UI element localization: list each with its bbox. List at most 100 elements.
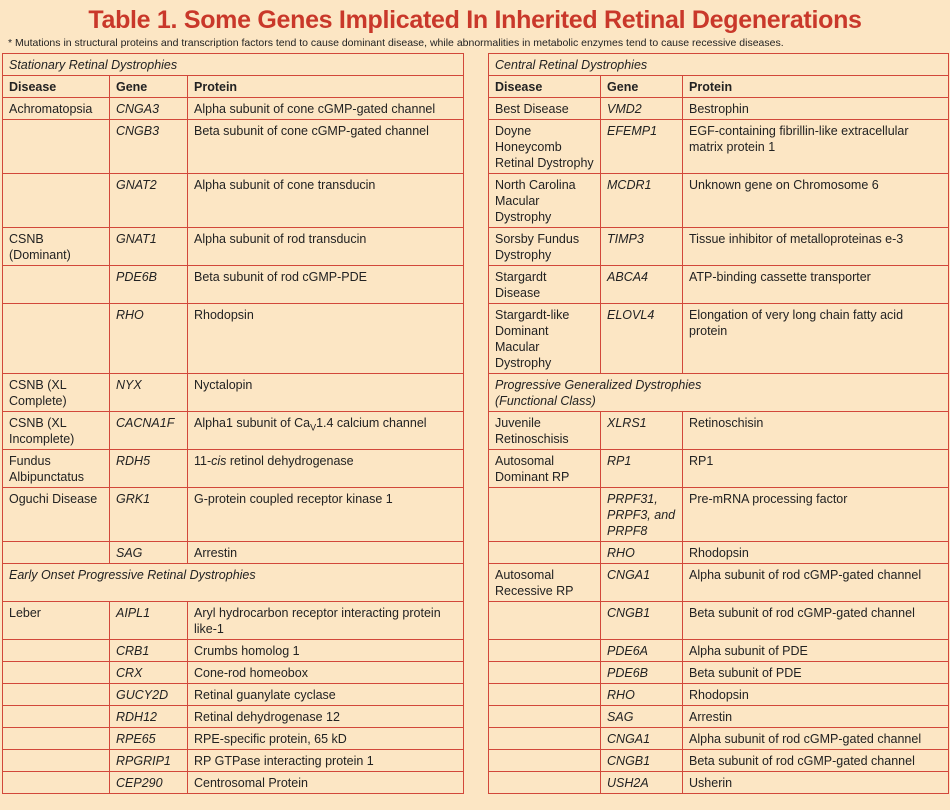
table-row: CNGB3 Beta subunit of cone cGMP-gated cha… [2,119,950,174]
protein-cell: Beta subunit of PDE [682,661,950,684]
protein-cell: Elongation of very long chain fatty acid… [682,303,950,374]
disease-cell: Sorsby Fundus Dystrophy [488,227,602,266]
section-line: Progressive Generalized Dystrophies [495,378,702,392]
protein-cell: Rhodopsin [682,541,950,564]
disease-cell [2,727,110,750]
protein-cell: ATP-binding cassette transporter [682,265,950,304]
table-row: PDE6B Beta subunit of rod cGMP-PDE Stargar… [2,265,950,304]
table-row: CRB1 Crumbs homolog 1 PDE6A Alpha subunit o… [2,639,950,662]
disease-cell: CSNB (XL Complete) [2,373,110,412]
protein-cell: RP1 [682,449,950,488]
gene-cell: EFEMP1 [600,119,684,174]
section-title: Stationary Retinal Dystrophies [1,53,465,76]
disease-cell: Juvenile Retinoschisis [488,411,602,450]
protein-cell: Usherin [682,771,950,794]
table-row: GNAT2 Alpha subunit of cone transducin Nor… [2,173,950,228]
gene-cell: RDH12 [109,705,188,728]
text-segment: V [310,422,317,433]
table-row: RHO Rhodopsin Stargardt-like Dominant Macu… [2,303,950,374]
gene-cell: RP1 [600,449,684,488]
disease-cell: Leber [2,601,110,640]
table-row: Leber AIPL1 Aryl hydrocarbon receptor inte… [2,601,950,640]
gene-cell: GNAT1 [109,227,188,266]
table-row: Fundus Albipunctatus RDH5 11-cis retinol d… [2,449,950,488]
spacer [463,53,490,76]
protein-cell: Retinoschisin [682,411,950,450]
disease-cell: CSNB (XL Incomplete) [2,411,110,450]
gene-cell: RDH5 [109,449,188,488]
disease-cell: North Carolina Macular Dystrophy [488,173,602,228]
column-header: Disease [2,75,110,98]
gene-cell: CNGA3 [109,97,188,120]
column-header: Protein [186,75,465,98]
protein-cell: Alpha1 subunit of CaV1.4 calcium channel [186,411,465,450]
spacer [463,661,490,684]
section-title: Central Retinal Dystrophies [488,53,950,76]
disease-cell: Doyne Honeycomb Retinal Dystrophy [488,119,602,174]
column-header: Disease [488,75,602,98]
gene-cell: GUCY2D [109,683,188,706]
gene-cell: CEP290 [109,771,188,794]
gene-cell: CRX [109,661,188,684]
protein-cell: Pre-mRNA processing factor [682,487,950,542]
gene-cell: VMD2 [600,97,684,120]
disease-cell [488,601,602,640]
spacer [463,487,490,542]
disease-cell [2,119,110,174]
gene-table: Stationary Retinal Dystrophies Central Re… [1,53,950,794]
gene-cell: CNGB3 [109,119,188,174]
disease-cell [488,487,602,542]
text-segment: Alpha1 subunit of Ca [194,416,311,430]
table-row: CSNB (Dominant) GNAT1 Alpha subunit of rod… [2,227,950,266]
protein-cell: 11-cis retinol dehydrogenase [186,449,465,488]
protein-cell: Beta subunit of rod cGMP-gated channel [682,601,950,640]
gene-cell: CNGB1 [600,749,684,772]
spacer [463,601,490,640]
gene-cell: CNGA1 [600,727,684,750]
spacer [463,771,490,794]
gene-cell: SAG [600,705,684,728]
gene-cell: NYX [109,373,188,412]
column-header: Gene [600,75,684,98]
section-title: Progressive Generalized Dystrophies (Func… [488,373,950,412]
protein-cell: G-protein coupled receptor kinase 1 [186,487,465,542]
spacer [463,541,490,564]
disease-cell [2,683,110,706]
gene-cell: CNGB1 [600,601,684,640]
spacer [463,563,490,602]
text-segment: retinol dehydrogenase [226,454,354,468]
gene-cell: CRB1 [109,639,188,662]
protein-cell: Retinal guanylate cyclase [186,683,465,706]
table-row: Oguchi Disease GRK1 G-protein coupled rece… [2,487,950,542]
table-title: Table 1. Some Genes Implicated In Inheri… [88,6,862,34]
disease-cell [2,265,110,304]
gene-cell: RHO [109,303,188,374]
disease-cell [488,661,602,684]
protein-cell: Rhodopsin [186,303,465,374]
disease-cell [488,749,602,772]
gene-cell: RHO [600,541,684,564]
gene-cell: ABCA4 [600,265,684,304]
spacer [463,265,490,304]
disease-cell: Fundus Albipunctatus [2,449,110,488]
gene-cell: GNAT2 [109,173,188,228]
disease-cell [488,683,602,706]
disease-cell [488,541,602,564]
table-row: Early Onset Progressive Retinal Dystroph… [1,563,950,602]
gene-cell: PDE6B [109,265,188,304]
disease-cell [488,771,602,794]
disease-cell: Autosomal Dominant RP [488,449,602,488]
table-row: RPGRIP1 RP GTPase interacting protein 1 CN… [2,749,950,772]
gene-cell: TIMP3 [600,227,684,266]
disease-cell: Stargardt Disease [488,265,602,304]
disease-cell [2,771,110,794]
table-row: RDH12 Retinal dehydrogenase 12 SAG Arrestin [2,705,950,728]
protein-cell: Alpha subunit of cone cGMP-gated channel [186,97,465,120]
table-row: Stationary Retinal Dystrophies Central Re… [1,53,950,76]
disease-cell [2,661,110,684]
protein-cell: Rhodopsin [682,683,950,706]
spacer [463,639,490,662]
spacer [463,705,490,728]
protein-cell: Centrosomal Protein [186,771,465,794]
